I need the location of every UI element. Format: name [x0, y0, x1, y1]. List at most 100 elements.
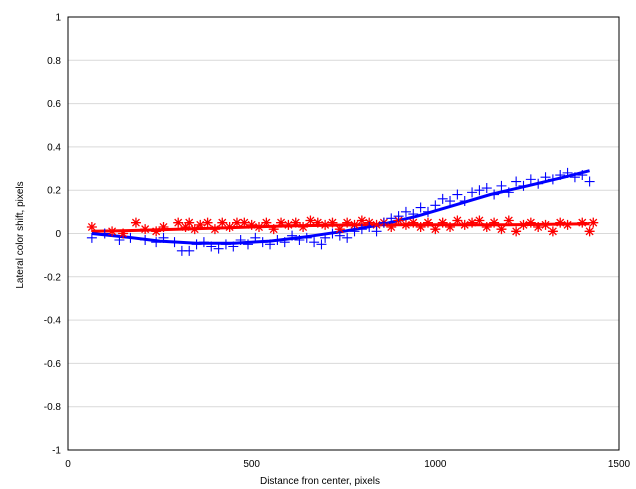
data-point [371, 226, 382, 237]
data-point [356, 215, 367, 226]
data-point [378, 217, 389, 228]
data-point [220, 239, 231, 250]
data-point [125, 232, 136, 243]
data-point [584, 226, 595, 237]
data-point [209, 224, 220, 235]
data-point [334, 224, 345, 235]
data-point [577, 217, 588, 228]
data-point [242, 239, 253, 250]
data-point [371, 219, 382, 230]
data-point [151, 237, 162, 248]
data-point [224, 222, 235, 233]
data-point [309, 237, 320, 248]
data-point [496, 224, 507, 235]
axis-ticks: -1 -0.8 -0.6 -0.4 -0.2 0 0.2 0.4 0.6 0.8 1 0 500 1000… [44, 13, 631, 471]
data-point [276, 217, 287, 228]
data-point [496, 180, 507, 191]
data-point [206, 241, 217, 252]
data-point [213, 243, 224, 254]
data-point [118, 228, 129, 239]
data-point [437, 217, 448, 228]
data-point [334, 230, 345, 241]
data-point [198, 237, 209, 248]
data-point [533, 222, 544, 233]
data-point [467, 187, 478, 198]
data-point [489, 189, 500, 200]
data-point [459, 196, 470, 207]
data-point [555, 170, 566, 181]
data-point [114, 234, 125, 245]
x-tick-label: 1500 [608, 459, 631, 470]
data-point [588, 217, 599, 228]
data-point [445, 222, 456, 233]
data-point [342, 232, 353, 243]
data-point [349, 219, 360, 230]
data-point [356, 224, 367, 235]
y-tick-label: 0.4 [47, 142, 61, 153]
plot-frame [67, 16, 620, 451]
data-point [261, 217, 272, 228]
data-point [577, 170, 588, 181]
data-point [180, 222, 191, 233]
data-point [511, 226, 522, 237]
data-point [290, 217, 301, 228]
data-point [452, 189, 463, 200]
data-point [265, 239, 276, 250]
data-point [217, 217, 228, 228]
data-point [474, 185, 485, 196]
data-point [169, 237, 180, 248]
data-point [294, 234, 305, 245]
data-point [437, 193, 448, 204]
data-point [525, 217, 536, 228]
x-tick-label: 500 [243, 459, 260, 470]
data-point [481, 222, 492, 233]
y-tick-label: 0.2 [47, 186, 61, 197]
data-point [562, 219, 573, 230]
data-point [430, 224, 441, 235]
data-point [547, 226, 558, 237]
data-point [445, 196, 456, 207]
y-axis-title: Lateral color shift, pixels [15, 181, 26, 288]
y-tick-label: -0.6 [44, 359, 62, 370]
x-tick-label: 0 [65, 459, 71, 470]
data-point [173, 217, 184, 228]
grid [68, 59, 619, 408]
data-point [467, 217, 478, 228]
data-point [393, 211, 404, 222]
y-tick-label: 0 [55, 229, 61, 240]
data-point [584, 176, 595, 187]
data-point [327, 228, 338, 239]
data-point [301, 232, 312, 243]
data-point [158, 222, 169, 233]
data-point [228, 241, 239, 252]
data-point [320, 232, 331, 243]
data-point [327, 217, 338, 228]
data-point [86, 222, 97, 233]
data-point [272, 234, 283, 245]
data-points [86, 167, 599, 256]
y-tick-label: 0.6 [47, 99, 61, 110]
data-point [298, 222, 309, 233]
data-point [503, 187, 514, 198]
data-point [283, 219, 294, 230]
data-point [349, 226, 360, 237]
x-tick-label: 1000 [424, 459, 447, 470]
data-point [540, 172, 551, 183]
data-point [569, 172, 580, 183]
data-point [268, 224, 279, 235]
data-point [195, 219, 206, 230]
x-axis-title: Distance fron center, pixels [260, 476, 380, 487]
data-point [202, 217, 213, 228]
data-point [86, 232, 97, 243]
data-point [257, 237, 268, 248]
data-point [386, 213, 397, 224]
data-point [415, 222, 426, 233]
data-point [481, 183, 492, 194]
data-point [184, 245, 195, 256]
data-point [189, 224, 200, 235]
y-tick-label: 0.8 [47, 56, 61, 67]
data-point [408, 209, 419, 220]
data-point [140, 234, 151, 245]
data-point [151, 226, 162, 237]
data-point [239, 217, 250, 228]
